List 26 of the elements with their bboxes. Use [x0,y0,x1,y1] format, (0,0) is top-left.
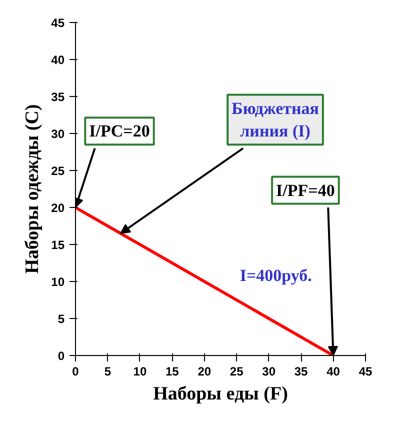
x-tick-label: 35 [294,364,308,378]
y-tick-label: 30 [51,127,65,141]
x-tick-label: 30 [262,364,276,378]
annotation: I/PF=40 [276,180,335,200]
y-axis-title: Наборы одежды (C) [22,104,44,274]
y-tick-label: 20 [51,201,65,215]
y-tick-label: 25 [51,164,65,178]
annotation: I/PC=20 [89,122,150,141]
x-tick-label: 20 [198,364,212,378]
x-tick-label: 0 [72,364,80,378]
x-tick-label: 5 [104,364,112,378]
y-tick-label: 40 [51,53,65,67]
y-tick-label: 45 [51,16,65,30]
annotation: I=400руб. [240,266,312,286]
x-tick-label: 40 [326,364,340,378]
y-tick-label: 35 [51,90,65,104]
x-axis-title: Наборы еды (F) [153,384,288,404]
x-tick-label: 25 [230,364,244,378]
y-tick-label: 0 [58,349,65,363]
annotation: Бюджетная линия (I) [232,98,319,141]
y-tick-label: 10 [51,275,65,289]
y-tick-label: 15 [51,238,65,252]
x-tick-label: 10 [133,364,147,378]
x-tick-label: 45 [358,364,372,378]
x-tick-label: 15 [165,364,180,378]
y-tick-label: 5 [58,312,65,326]
